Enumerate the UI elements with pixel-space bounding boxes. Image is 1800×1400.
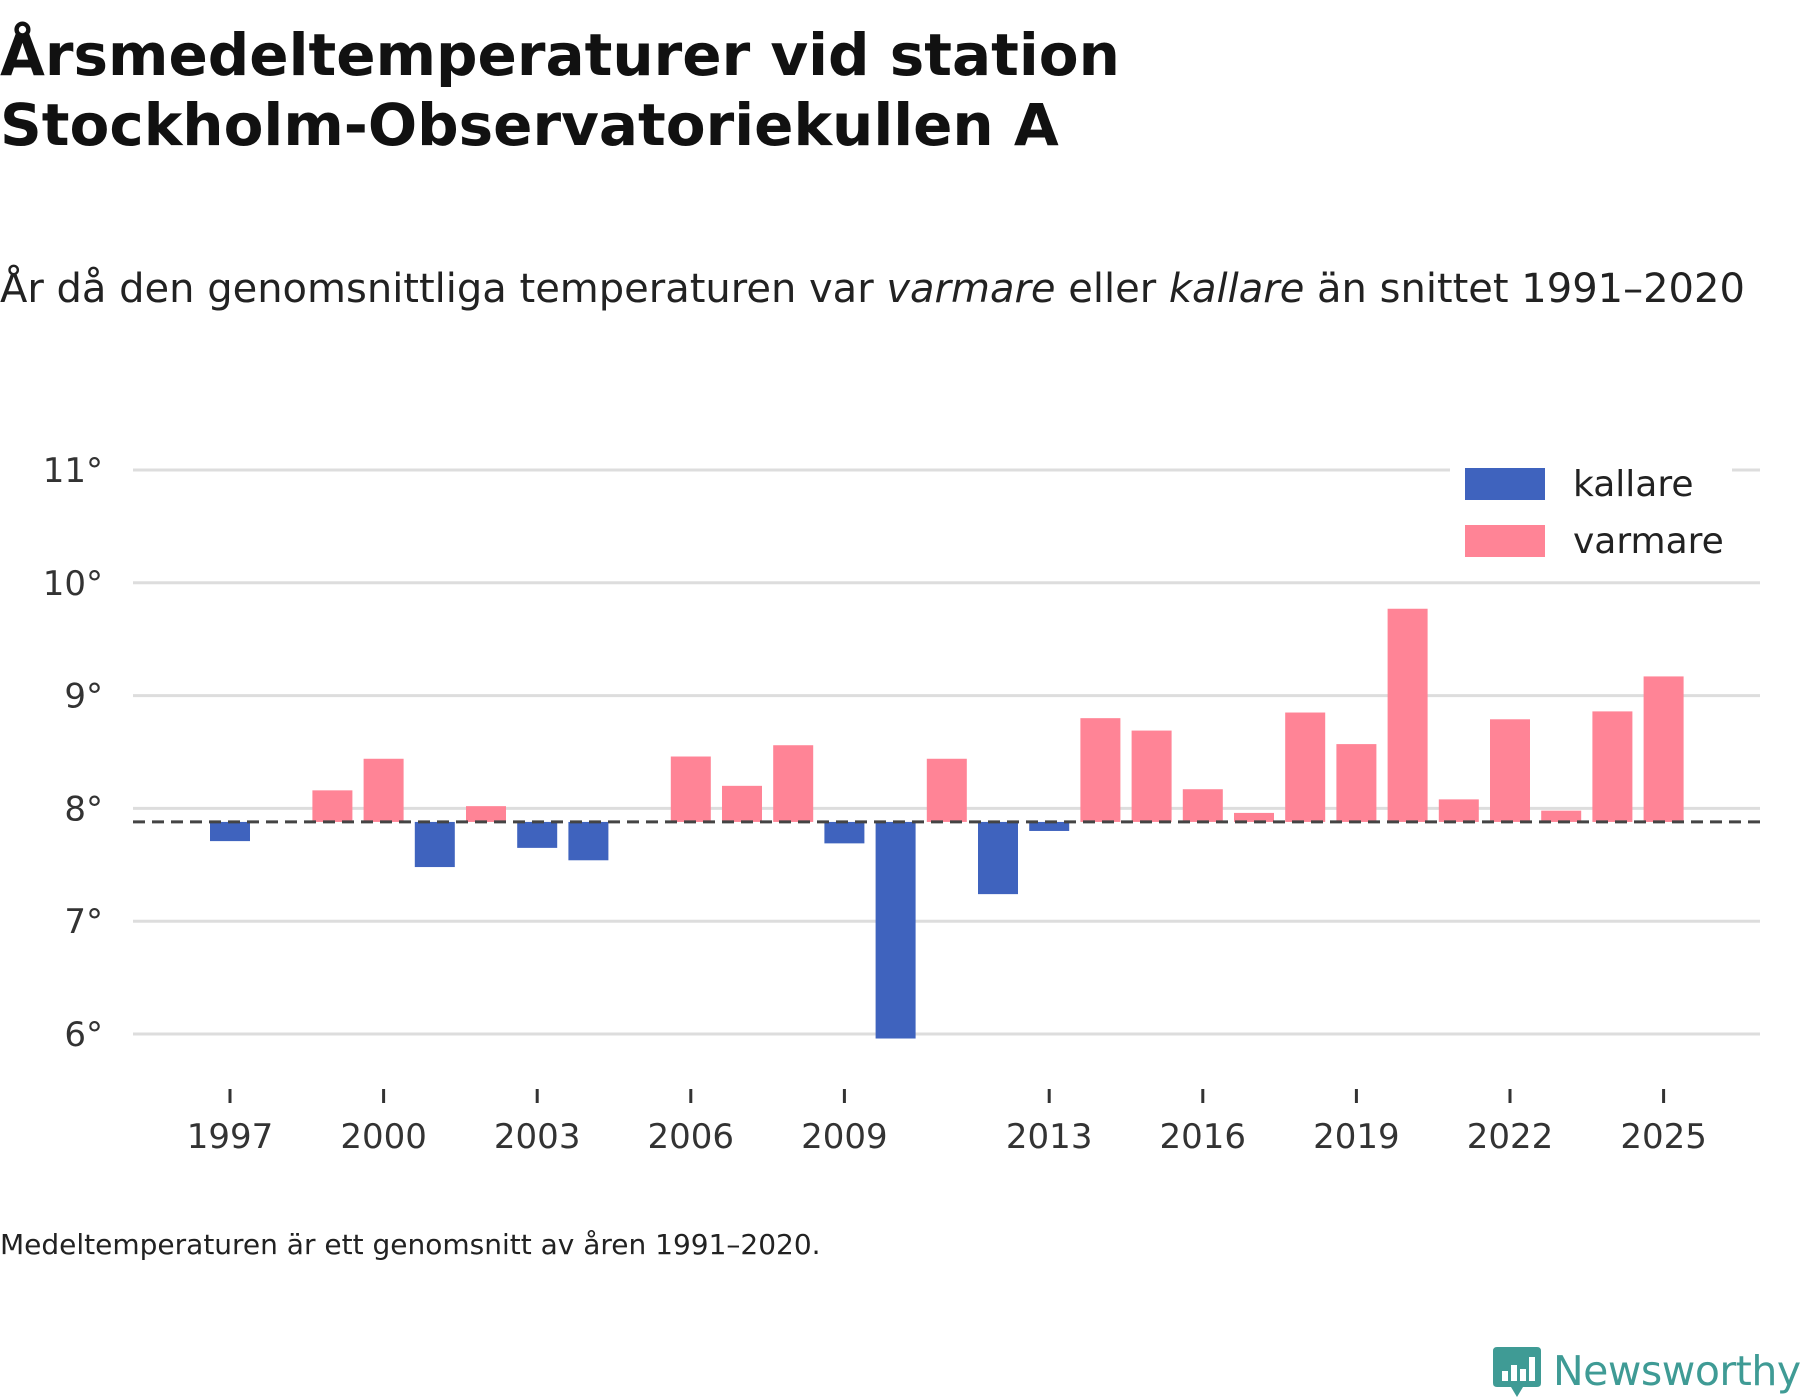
x-tick-label: 2019 xyxy=(1313,1117,1400,1157)
newsworthy-brand: Newsworthy xyxy=(1493,1343,1800,1399)
bar-2023[interactable] xyxy=(1541,810,1582,822)
x-tick-label: 2000 xyxy=(340,1117,427,1157)
bar-2025[interactable] xyxy=(1643,676,1684,822)
y-tick-label: 10° xyxy=(43,564,103,604)
bar-2004[interactable] xyxy=(568,821,609,861)
bar-2013[interactable] xyxy=(1029,821,1070,831)
y-tick-label: 11° xyxy=(43,451,103,491)
subtitle-part-3: än snittet 1991–2020 xyxy=(1304,266,1745,312)
bar-2015[interactable] xyxy=(1131,730,1172,822)
bar-2012[interactable] xyxy=(978,821,1018,895)
subtitle-cold-word: kallare xyxy=(1168,266,1305,312)
legend: kallare varmare xyxy=(1450,450,1732,567)
x-tick-label: 1997 xyxy=(187,1117,274,1157)
bar-2001[interactable] xyxy=(414,821,455,868)
bar-1999[interactable] xyxy=(312,790,353,822)
legend-swatch-warm[interactable] xyxy=(1465,525,1545,557)
bar-2018[interactable] xyxy=(1285,712,1326,822)
subtitle-part-2: eller xyxy=(1055,266,1169,312)
chart-subtitle: År då den genomsnittliga temperaturen va… xyxy=(0,258,1760,320)
x-axis: 1997 2000 2003 2006 2009 2013 2016 2019 2022 2025 xyxy=(187,1089,1707,1157)
bar-2011[interactable] xyxy=(926,758,967,822)
bar-2024[interactable] xyxy=(1592,711,1633,822)
x-tick-label: 2009 xyxy=(801,1117,888,1157)
legend-swatch-cold[interactable] xyxy=(1465,468,1545,500)
bar-2014[interactable] xyxy=(1080,718,1121,822)
newsworthy-logo-icon xyxy=(1493,1347,1541,1397)
bar-2010[interactable] xyxy=(875,821,916,1039)
y-tick-label: 7° xyxy=(64,902,103,942)
legend-label-warm[interactable]: varmare xyxy=(1573,521,1724,562)
bar-2009[interactable] xyxy=(824,821,865,844)
x-tick-label: 2022 xyxy=(1467,1117,1554,1157)
subtitle-part-1: År då den genomsnittliga temperaturen va… xyxy=(0,266,887,312)
chart-title-line-2: Stockholm-Observatoriekullen A xyxy=(0,91,1059,159)
subtitle-warm-word: varmare xyxy=(886,266,1056,312)
bar-2020[interactable] xyxy=(1387,608,1428,822)
x-tick-label: 2016 xyxy=(1160,1117,1247,1157)
bars xyxy=(210,608,1684,1039)
bar-2016[interactable] xyxy=(1182,789,1223,822)
temperature-bar-chart: 6° 7° 8° 9° 10° 11° 1997 2000 2003 2006 2009 2013 2… xyxy=(43,450,1760,1157)
x-tick-label: 2006 xyxy=(648,1117,735,1157)
y-tick-label: 9° xyxy=(64,677,103,717)
bar-2006[interactable] xyxy=(670,756,711,822)
x-tick-label: 2003 xyxy=(494,1117,581,1157)
bar-2007[interactable] xyxy=(722,785,762,822)
bar-2003[interactable] xyxy=(517,821,558,848)
bar-2022[interactable] xyxy=(1490,719,1530,822)
bar-2008[interactable] xyxy=(773,745,814,822)
bar-1997[interactable] xyxy=(210,821,250,842)
bar-2019[interactable] xyxy=(1336,744,1377,822)
y-axis-labels: 6° 7° 8° 9° 10° 11° xyxy=(43,451,103,1055)
x-tick-label: 2013 xyxy=(1006,1117,1093,1157)
bar-2000[interactable] xyxy=(363,758,404,822)
bar-2002[interactable] xyxy=(466,806,506,822)
y-tick-label: 6° xyxy=(64,1015,103,1055)
chart-title-line-1: Årsmedeltemperaturer vid station xyxy=(0,21,1120,89)
bar-2017[interactable] xyxy=(1234,812,1274,822)
chart-title: Årsmedeltemperaturer vid station Stockho… xyxy=(0,20,1760,160)
x-tick-label: 2025 xyxy=(1620,1117,1707,1157)
bar-2021[interactable] xyxy=(1438,799,1479,822)
legend-label-cold[interactable]: kallare xyxy=(1573,464,1694,505)
y-tick-label: 8° xyxy=(64,789,103,829)
brand-name: Newsworthy xyxy=(1553,1347,1800,1395)
chart-footnote: Medeltemperaturen är ett genomsnitt av å… xyxy=(0,1228,821,1261)
